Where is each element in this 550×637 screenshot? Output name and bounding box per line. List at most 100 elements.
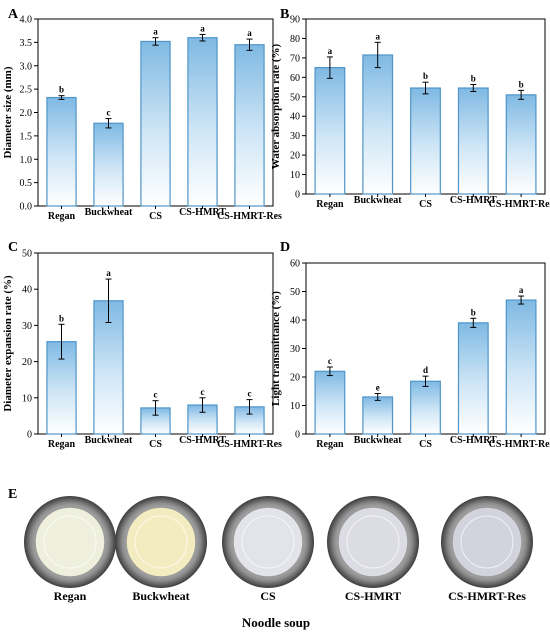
bar <box>93 122 124 207</box>
y-tick-label: 30 <box>22 321 32 332</box>
x-tick-label: CS-HMRT-Res <box>217 211 282 222</box>
x-tick-label: Regan <box>48 439 76 450</box>
bar <box>362 54 394 195</box>
x-tick-label: CS-HMRT-Res <box>217 439 282 450</box>
y-tick-label: 50 <box>290 92 300 103</box>
chart-a: A 0.0 0.5 1.0 1.5 2.0 2.5 3.0 3.5 4.0 Diameter siz… <box>2 7 282 222</box>
chart-d: D 0 10 20 30 40 50 60 Light transmittance (%) c Re… <box>270 240 550 450</box>
soup-surface <box>125 506 197 578</box>
y-tick-label: 30 <box>290 344 300 355</box>
x-tick-label: Buckwheat <box>85 435 133 446</box>
soup-surface <box>232 506 304 578</box>
soup-highlight <box>346 515 400 569</box>
x-tick-label: CS-HMRT-Res <box>489 439 550 450</box>
significance-letter: c <box>107 108 111 118</box>
significance-letter: c <box>248 389 252 399</box>
y-tick-label: 50 <box>22 249 32 260</box>
y-tick-label: 30 <box>290 131 300 142</box>
x-tick-label: Regan <box>48 211 76 222</box>
bar <box>314 67 346 195</box>
soup-label: CS-HMRT <box>345 589 401 603</box>
y-tick-label: 60 <box>290 73 300 84</box>
soup-bowl <box>24 496 116 588</box>
y-tick-label: 3.0 <box>20 61 33 72</box>
y-tick-label: 0.5 <box>20 178 33 189</box>
bar <box>362 396 394 435</box>
soup-label: Buckwheat <box>132 589 189 603</box>
significance-letter: c <box>201 387 205 397</box>
significance-letter: a <box>328 46 333 56</box>
y-tick-label: 10 <box>290 401 300 412</box>
significance-letter: c <box>328 356 332 366</box>
x-tick-label: CS <box>419 439 432 450</box>
soup-caption: Noodle soup <box>242 615 310 630</box>
panel-label-c: C <box>8 240 18 255</box>
significance-letter: a <box>153 27 158 37</box>
bar <box>314 370 346 435</box>
y-tick-label: 0.0 <box>20 202 33 213</box>
soup-highlight <box>134 515 188 569</box>
y-tick-label: 2.0 <box>20 108 33 119</box>
bar <box>234 44 265 207</box>
y-tick-label: 40 <box>290 112 300 123</box>
x-tick-label: CS <box>419 199 432 210</box>
significance-letter: a <box>200 23 205 33</box>
soup-highlight <box>460 515 514 569</box>
significance-letter: d <box>423 365 428 375</box>
bar <box>410 87 441 195</box>
soup-label: Regan <box>54 589 87 603</box>
significance-letter: b <box>423 71 428 81</box>
soup-bowl <box>222 496 314 588</box>
panel-label-b: B <box>280 7 289 22</box>
y-tick-label: 0 <box>295 190 300 201</box>
y-tick-label: 0 <box>27 430 32 441</box>
y-tick-label: 1.5 <box>20 131 33 142</box>
y-tick-label: 10 <box>290 170 300 181</box>
soup-surface <box>451 506 523 578</box>
x-tick-label: CS-HMRT-Res <box>489 199 550 210</box>
y-axis-label: Water absorption rate (%) <box>270 43 282 169</box>
y-tick-label: 40 <box>290 316 300 327</box>
x-tick-label: CS <box>149 211 162 222</box>
significance-letter: b <box>471 74 476 84</box>
significance-letter: b <box>519 79 524 89</box>
significance-letter: a <box>106 268 111 278</box>
panel-label-e: E <box>8 487 17 502</box>
panel-label-d: D <box>280 240 290 255</box>
y-tick-label: 40 <box>22 285 32 296</box>
y-axis-label: Diameter expansion rate (%) <box>2 275 14 412</box>
y-tick-label: 80 <box>290 34 300 45</box>
x-tick-label: CS-HMRT <box>450 435 497 446</box>
significance-letter: b <box>59 85 64 95</box>
y-tick-label: 2.5 <box>20 85 33 96</box>
panel-label-a: A <box>8 7 19 22</box>
significance-letter: b <box>471 307 476 317</box>
bar <box>457 87 489 195</box>
y-axis-label: Light transmittance (%) <box>270 291 282 406</box>
x-tick-label: Buckwheat <box>354 195 402 206</box>
soup-label: CS <box>260 589 276 603</box>
y-tick-label: 0 <box>295 430 300 441</box>
y-tick-label: 70 <box>290 53 300 64</box>
soup-bowl <box>115 496 207 588</box>
y-tick-label: 20 <box>290 373 300 384</box>
significance-letter: e <box>376 383 380 393</box>
x-tick-label: CS <box>149 439 162 450</box>
y-tick-label: 20 <box>22 357 32 368</box>
y-axis-label: Diameter size (mm) <box>2 66 14 158</box>
x-tick-label: Regan <box>316 199 344 210</box>
y-tick-label: 4.0 <box>20 15 33 26</box>
significance-letter: b <box>59 313 64 323</box>
soup-surface <box>337 506 409 578</box>
x-tick-label: CS-HMRT <box>450 195 497 206</box>
soup-label: CS-HMRT-Res <box>448 589 526 603</box>
y-tick-label: 3.5 <box>20 38 33 49</box>
soup-bowl <box>441 496 533 588</box>
y-tick-label: 90 <box>290 15 300 26</box>
y-tick-label: 50 <box>290 287 300 298</box>
significance-letter: a <box>375 31 380 41</box>
soup-highlight <box>43 515 97 569</box>
y-tick-label: 20 <box>290 151 300 162</box>
chart-b: B 0 10 20 30 40 50 60 70 80 90 Water absorption rat… <box>270 7 550 210</box>
bar <box>140 40 171 207</box>
